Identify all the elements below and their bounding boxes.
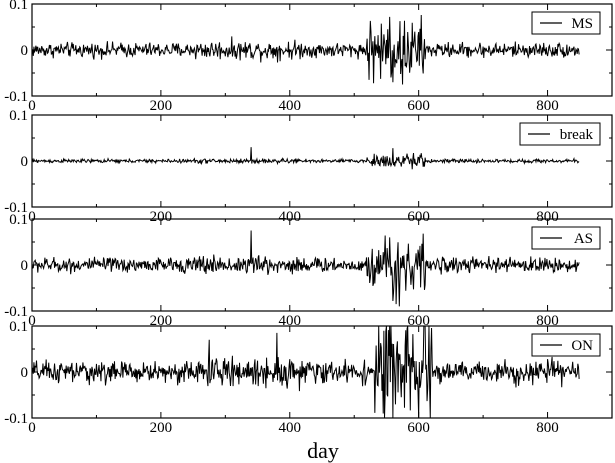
x-tick-label: 200 [150, 420, 173, 436]
x-tick-label: 800 [536, 209, 559, 225]
y-tick-label: 0.1 [9, 0, 28, 13]
x-tick-label: 200 [150, 313, 173, 329]
y-tick-label: -0.1 [4, 89, 28, 105]
x-tick-label: 600 [407, 98, 430, 114]
y-tick-label: 0.1 [9, 108, 28, 124]
y-tick-label: 0.1 [9, 319, 28, 335]
x-tick-label: 600 [407, 313, 430, 329]
plot-frame [31, 325, 613, 419]
x-tick-label: 0 [28, 98, 36, 114]
legend-box [519, 122, 601, 146]
x-tick-label: 400 [279, 98, 302, 114]
x-tick-label: 400 [279, 313, 302, 329]
y-tick-label: -0.1 [4, 411, 28, 427]
y-tick-label: 0 [21, 43, 29, 59]
x-tick-label: 200 [150, 98, 173, 114]
legend-box [531, 333, 601, 357]
y-tick-label: 0 [21, 258, 29, 274]
x-tick-label: 800 [536, 313, 559, 329]
x-tick-label: 0 [28, 209, 36, 225]
series-line-AS [31, 230, 580, 307]
x-tick-label: 400 [279, 209, 302, 225]
x-axis-label: day [307, 438, 339, 463]
legend-label: AS [574, 231, 593, 247]
series-line-MS [31, 15, 580, 85]
x-tick-label: 800 [536, 98, 559, 114]
legend-box [531, 11, 601, 35]
x-tick-label: 0 [28, 420, 36, 436]
legend-label: break [560, 127, 594, 143]
y-tick-label: 0.1 [9, 212, 28, 228]
x-tick-label: 600 [407, 420, 430, 436]
legend-label: MS [571, 16, 593, 32]
x-tick-label: 0 [28, 313, 36, 329]
series-line-break [31, 147, 580, 170]
legend-label: ON [571, 338, 593, 354]
y-tick-label: -0.1 [4, 304, 28, 320]
x-tick-label: 400 [279, 420, 302, 436]
y-tick-label: 0 [21, 365, 29, 381]
y-tick-label: -0.1 [4, 200, 28, 216]
legend-box [531, 226, 601, 250]
series-line-ON [31, 325, 580, 419]
y-tick-label: 0 [21, 154, 29, 170]
x-tick-label: 800 [536, 420, 559, 436]
x-tick-label: 600 [407, 209, 430, 225]
x-tick-label: 200 [150, 209, 173, 225]
